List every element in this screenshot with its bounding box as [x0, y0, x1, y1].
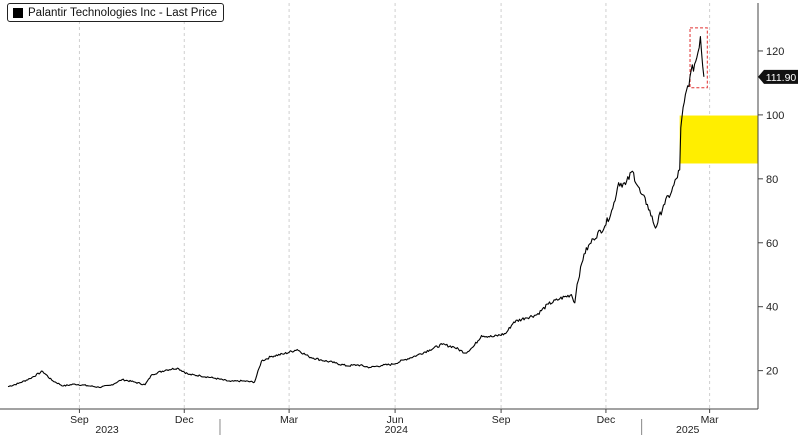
- price-line: [7, 36, 705, 389]
- legend: Palantir Technologies Inc - Last Price: [7, 3, 224, 22]
- dashed-box: [689, 27, 708, 89]
- year-label: 2024: [385, 424, 409, 435]
- x-tick-label: Dec: [175, 414, 194, 426]
- y-tick-label: 80: [766, 174, 778, 186]
- x-tick-label: Sep: [70, 414, 89, 426]
- y-tick-label: 40: [766, 302, 778, 314]
- legend-label: Palantir Technologies Inc - Last Price: [28, 6, 217, 19]
- grid-lines: [78, 3, 711, 409]
- annotation-layer: [679, 27, 758, 164]
- year-label: 2025: [676, 424, 700, 435]
- legend-swatch-icon: [13, 7, 23, 18]
- y-tick-label: 120: [766, 46, 784, 58]
- y-tick-label: 20: [766, 366, 778, 378]
- y-tick-label: 100: [766, 110, 784, 122]
- highlight-box: [679, 115, 758, 164]
- last-price-label: 111.90: [766, 72, 797, 84]
- x-tick-label: Jun: [387, 414, 404, 426]
- series-layer: [7, 36, 705, 389]
- x-tick-label: Dec: [597, 414, 616, 426]
- x-tick-label: Mar: [701, 414, 720, 426]
- y-tick-label: 60: [766, 238, 778, 250]
- x-tick-label: Mar: [280, 414, 299, 426]
- year-label: 2023: [95, 424, 119, 435]
- last-price-tag: [758, 69, 798, 84]
- x-tick-label: Sep: [492, 414, 511, 426]
- axes: 20 40 60 80 100 120 Sep Dec Mar Jun Sep Dec Mar 2023 2…: [0, 3, 798, 435]
